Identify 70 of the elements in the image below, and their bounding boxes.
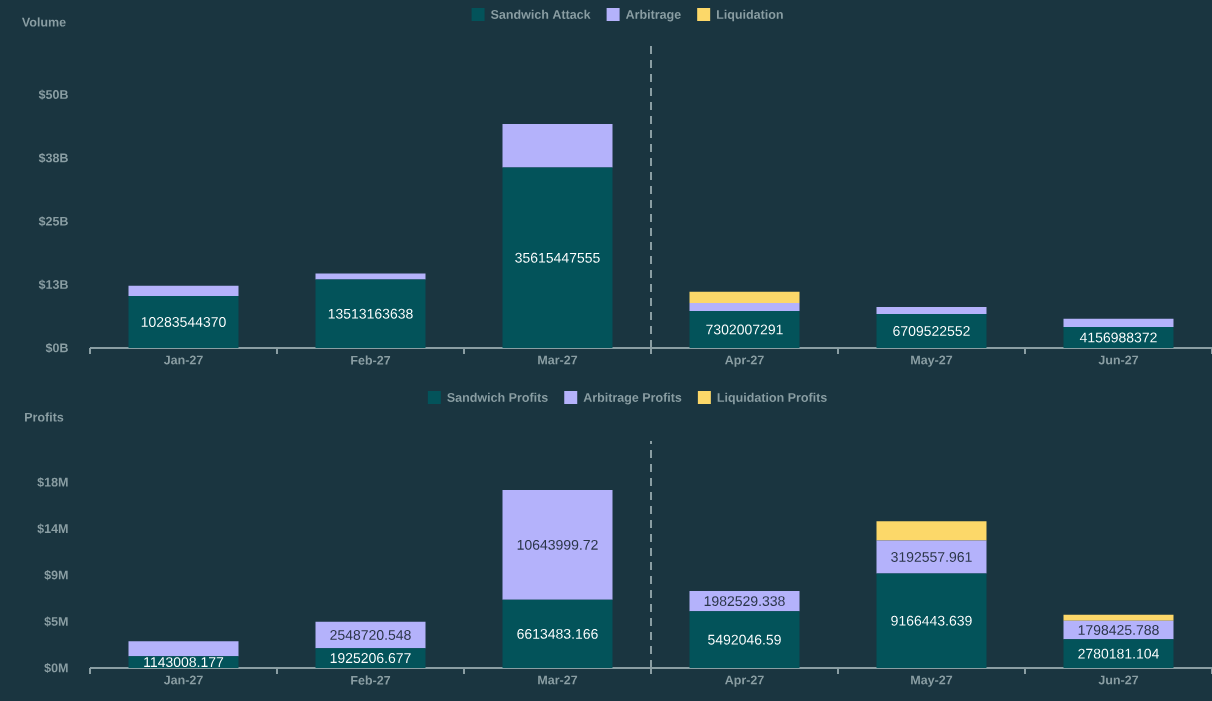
- data-label: 2548720.548: [330, 630, 411, 640]
- x-tick-label: Apr-27: [725, 675, 764, 687]
- bar: [689, 311, 800, 348]
- data-label: 1982529.338: [704, 596, 785, 607]
- bar: [315, 273, 426, 280]
- y-axis-title: Volume: [21, 17, 66, 27]
- bar: [128, 641, 239, 657]
- x-tick-label: May-27: [911, 355, 953, 367]
- bar: [502, 123, 613, 168]
- bar: [876, 521, 987, 541]
- y-tick-label: $0B: [45, 342, 68, 354]
- bar: [315, 621, 426, 649]
- bar: [502, 489, 613, 600]
- legend-label: Arbitrage Profits: [583, 392, 682, 405]
- bar: [315, 648, 426, 668]
- legend-label: Liquidation: [717, 9, 783, 22]
- x-tick-label: Jan-27: [163, 355, 203, 365]
- data-label: 5492046.59: [708, 634, 781, 645]
- y-tick-label: $18M: [37, 477, 68, 488]
- y-tick-label: $0M: [44, 662, 68, 674]
- y-tick-label: $25B: [38, 216, 68, 227]
- x-tick-label: May-27: [911, 675, 953, 687]
- data-label: 10283544370: [141, 316, 226, 327]
- legend-label: Sandwich Attack: [490, 9, 591, 19]
- x-tick-label: Apr-27: [725, 355, 764, 367]
- data-label: 3192557.961: [891, 551, 972, 562]
- bar: [502, 167, 613, 348]
- y-tick-label: $38B: [38, 152, 68, 164]
- bar: [502, 599, 613, 668]
- data-label: 4156988372: [1079, 332, 1157, 343]
- bar: [1063, 639, 1174, 668]
- bar: [876, 314, 987, 348]
- y-axis-title: Profits: [25, 412, 64, 422]
- x-tick-label: Mar-27: [538, 675, 578, 685]
- bar: [876, 540, 987, 574]
- legend-label: Sandwich Profits: [447, 392, 548, 402]
- bar: [1063, 318, 1174, 327]
- data-label: 2780181.104: [1078, 648, 1159, 659]
- data-label: 6709522552: [893, 326, 970, 336]
- y-tick-label: $9M: [44, 570, 68, 581]
- x-tick-label: Jun-27: [1098, 675, 1139, 685]
- bar: [876, 573, 987, 668]
- data-label: 6613483.166: [517, 628, 598, 639]
- x-tick-label: Feb-27: [351, 355, 391, 365]
- bar: [689, 302, 800, 311]
- y-tick-label: $5M: [44, 616, 68, 627]
- x-tick-label: Jan-27: [163, 675, 203, 685]
- legend-label: Liquidation Profits: [717, 392, 827, 405]
- data-label: 9166443.639: [891, 615, 972, 626]
- data-label: 7302007291: [706, 324, 783, 335]
- x-tick-label: Jun-27: [1098, 355, 1139, 365]
- bar: [876, 306, 987, 314]
- y-tick-label: $14M: [37, 523, 68, 534]
- legend-label: Arbitrage: [625, 9, 681, 22]
- bar: [315, 279, 426, 348]
- bar: [689, 291, 800, 303]
- data-label: 1925206.677: [330, 653, 411, 664]
- y-tick-label: $50B: [38, 89, 68, 100]
- data-label: 1143008.177: [144, 657, 224, 668]
- x-tick-label: Feb-27: [351, 675, 391, 685]
- data-label: 35615447555: [515, 252, 600, 263]
- y-tick-label: $13B: [38, 279, 68, 290]
- bar: [128, 285, 239, 296]
- bar: [128, 295, 239, 348]
- data-label: 10643999.72: [517, 539, 598, 550]
- data-label: 13513163638: [328, 308, 413, 319]
- bar: [1063, 614, 1174, 621]
- x-tick-label: Mar-27: [538, 355, 578, 365]
- data-label: 1798425.788: [1078, 625, 1159, 635]
- bar: [689, 611, 800, 668]
